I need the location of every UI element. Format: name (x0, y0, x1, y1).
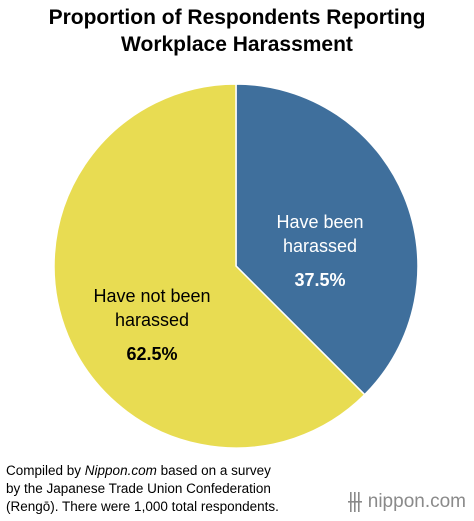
slice-2-label-line-1: Have not been (93, 286, 210, 306)
chart-title: Proportion of Respondents Reporting Work… (0, 4, 474, 58)
source-note-line-2: by the Japanese Trade Union Confederatio… (6, 481, 271, 496)
source-note: Compiled by Nippon.com based on a survey… (6, 462, 336, 516)
nippon-mark-icon (347, 492, 362, 512)
slice-1-label-line-1: Have been (276, 212, 363, 232)
pie-slice-2 (53, 83, 366, 449)
chart-title-line-2: Workplace Harassment (121, 33, 353, 56)
brand-logo: nippon.com (347, 491, 466, 513)
slice-2-value-label: 62.5% (126, 344, 177, 364)
brand-name: nippon.com (367, 491, 466, 512)
chart-title-line-1: Proportion of Respondents Reporting (48, 6, 426, 29)
source-note-line-3: (Rengō). There were 1,000 total responde… (6, 499, 279, 514)
source-note-emphasis: Nippon.com (84, 463, 157, 478)
slice-1-value-label: 37.5% (294, 270, 345, 290)
pie-slice-1 (235, 83, 419, 396)
slice-1-label-line-2: harassed (283, 236, 357, 256)
source-note-line-1: Compiled by Nippon.com based on a survey (6, 463, 271, 478)
slice-2-label-line-2: harassed (115, 310, 189, 330)
